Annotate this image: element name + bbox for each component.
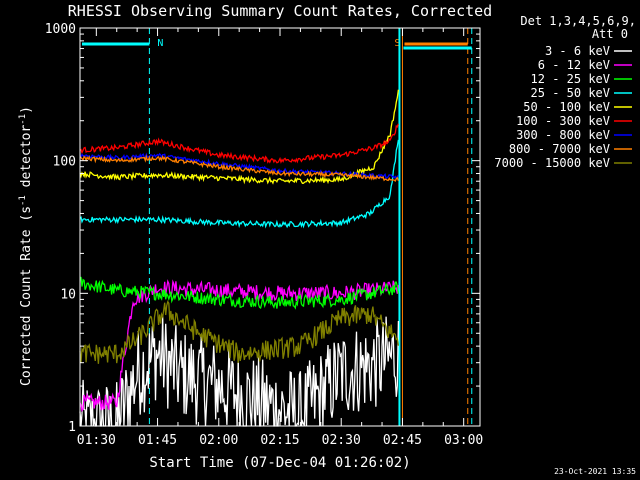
chart-title: RHESSI Observing Summary Count Rates, Co… bbox=[68, 2, 492, 20]
axis-layer: 01:30 01:45 02:00 02:15 02:30 02:45 03:00 1 10 10… bbox=[45, 22, 484, 448]
series-25-50-kev bbox=[79, 139, 400, 229]
x-tick-label: 02:45 bbox=[383, 433, 422, 448]
series-3-6-kev bbox=[79, 316, 400, 427]
y-axis-label-sup2: -1 bbox=[18, 114, 28, 125]
annotation-label-n: N bbox=[157, 38, 163, 49]
x-tick-label: 03:00 bbox=[444, 433, 483, 448]
y-tick-label: 1000 bbox=[45, 22, 76, 37]
legend-label-300-800-kev: 300 - 800 keV bbox=[516, 128, 610, 142]
legend-label-800-7000-kev: 800 - 7000 keV bbox=[509, 142, 610, 156]
legend-label-3-6-kev: 3 - 6 keV bbox=[545, 44, 610, 58]
y-axis-label-sup1: -1 bbox=[18, 195, 28, 206]
x-tick-label: 01:45 bbox=[138, 433, 177, 448]
x-tick-label: 02:00 bbox=[199, 433, 238, 448]
series-800-7000-kev bbox=[79, 154, 400, 183]
x-axis-label: Start Time (07-Dec-04 01:26:02) bbox=[149, 455, 410, 471]
legend-label-100-300-kev: 100 - 300 keV bbox=[516, 114, 610, 128]
y-axis-label: Corrected Count Rate (s-1 detector-1) bbox=[18, 106, 34, 386]
y-axis-label-part2: detector bbox=[19, 125, 34, 196]
y-tick-label: 1 bbox=[68, 420, 76, 435]
series-layer bbox=[79, 89, 400, 427]
series-50-100-kev bbox=[79, 89, 400, 185]
y-axis-label-part1: Corrected Count Rate (s bbox=[19, 206, 34, 386]
series-12-25-kev bbox=[79, 276, 400, 310]
x-tick-label: 02:15 bbox=[260, 433, 299, 448]
y-tick-label: 100 bbox=[53, 155, 76, 170]
y-tick-label: 10 bbox=[60, 287, 76, 302]
legend-label-25-50-kev: 25 - 50 keV bbox=[531, 86, 610, 100]
legend-header-line1: Det 1,3,4,5,6,9, bbox=[520, 14, 636, 28]
legend-label-50-100-kev: 50 - 100 keV bbox=[523, 100, 610, 114]
series-7000-15000-kev bbox=[79, 300, 400, 364]
y-axis-label-part3: ) bbox=[19, 106, 34, 114]
annotation-label-s: S bbox=[394, 38, 400, 49]
legend-label-12-25-kev: 12 - 25 keV bbox=[531, 72, 610, 86]
x-tick-label: 02:30 bbox=[322, 433, 361, 448]
series-100-300-kev bbox=[79, 123, 400, 164]
legend-header-line2: Att 0 bbox=[592, 27, 628, 41]
timestamp: 23-Oct-2021 13:35 bbox=[554, 467, 636, 476]
x-tick-label: 01:30 bbox=[77, 433, 116, 448]
legend-label-6-12-kev: 6 - 12 keV bbox=[538, 58, 610, 72]
legend-label-7000-15000-kev: 7000 - 15000 keV bbox=[494, 156, 610, 170]
series-6-12-kev bbox=[79, 279, 400, 413]
